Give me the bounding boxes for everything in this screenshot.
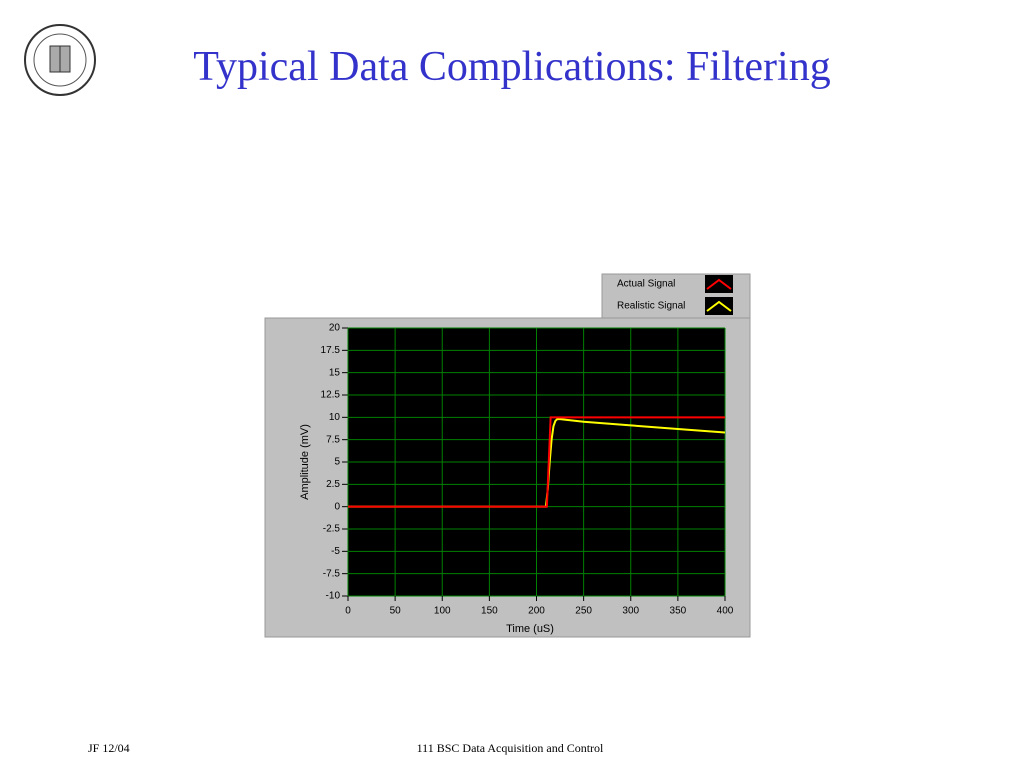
x-tick-label: 50 bbox=[390, 606, 402, 617]
y-tick-label: 5 bbox=[334, 457, 340, 468]
y-tick-label: -10 bbox=[326, 591, 341, 602]
y-tick-label: 17.5 bbox=[321, 345, 341, 356]
y-tick-label: 10 bbox=[329, 412, 341, 423]
y-tick-label: 2.5 bbox=[326, 479, 340, 490]
legend-swatch bbox=[706, 300, 732, 312]
x-tick-label: 200 bbox=[528, 606, 545, 617]
legend-label: Realistic Signal bbox=[617, 301, 685, 312]
x-axis-label: Time (uS) bbox=[506, 623, 554, 635]
footer-center: 111 BSC Data Acquisition and Control bbox=[417, 741, 604, 755]
y-tick-label: -7.5 bbox=[323, 568, 341, 579]
y-tick-label: -2.5 bbox=[323, 524, 341, 535]
x-tick-label: 300 bbox=[622, 606, 639, 617]
legend-swatch-bg bbox=[705, 275, 733, 293]
x-tick-label: 150 bbox=[481, 606, 498, 617]
x-tick-label: 250 bbox=[575, 606, 592, 617]
x-tick-label: 400 bbox=[717, 606, 734, 617]
logo bbox=[24, 24, 96, 96]
slide-title: Typical Data Complications: Filtering bbox=[193, 44, 830, 90]
legend-label: Actual Signal bbox=[617, 279, 675, 290]
x-tick-label: 0 bbox=[345, 606, 351, 617]
legend-swatch bbox=[706, 278, 732, 290]
series-line bbox=[348, 416, 725, 508]
x-tick-label: 350 bbox=[670, 606, 687, 617]
y-tick-label: 7.5 bbox=[326, 434, 340, 445]
legend-swatch-bg bbox=[705, 297, 733, 315]
y-tick-label: 0 bbox=[334, 501, 340, 512]
y-axis-label: Amplitude (mV) bbox=[299, 424, 311, 500]
footer-left: JF 12/04 bbox=[88, 741, 130, 755]
x-tick-label: 100 bbox=[434, 606, 451, 617]
y-tick-label: 20 bbox=[329, 323, 341, 334]
y-tick-label: -5 bbox=[331, 546, 340, 557]
y-tick-label: 15 bbox=[329, 367, 341, 378]
y-tick-label: 12.5 bbox=[321, 390, 341, 401]
